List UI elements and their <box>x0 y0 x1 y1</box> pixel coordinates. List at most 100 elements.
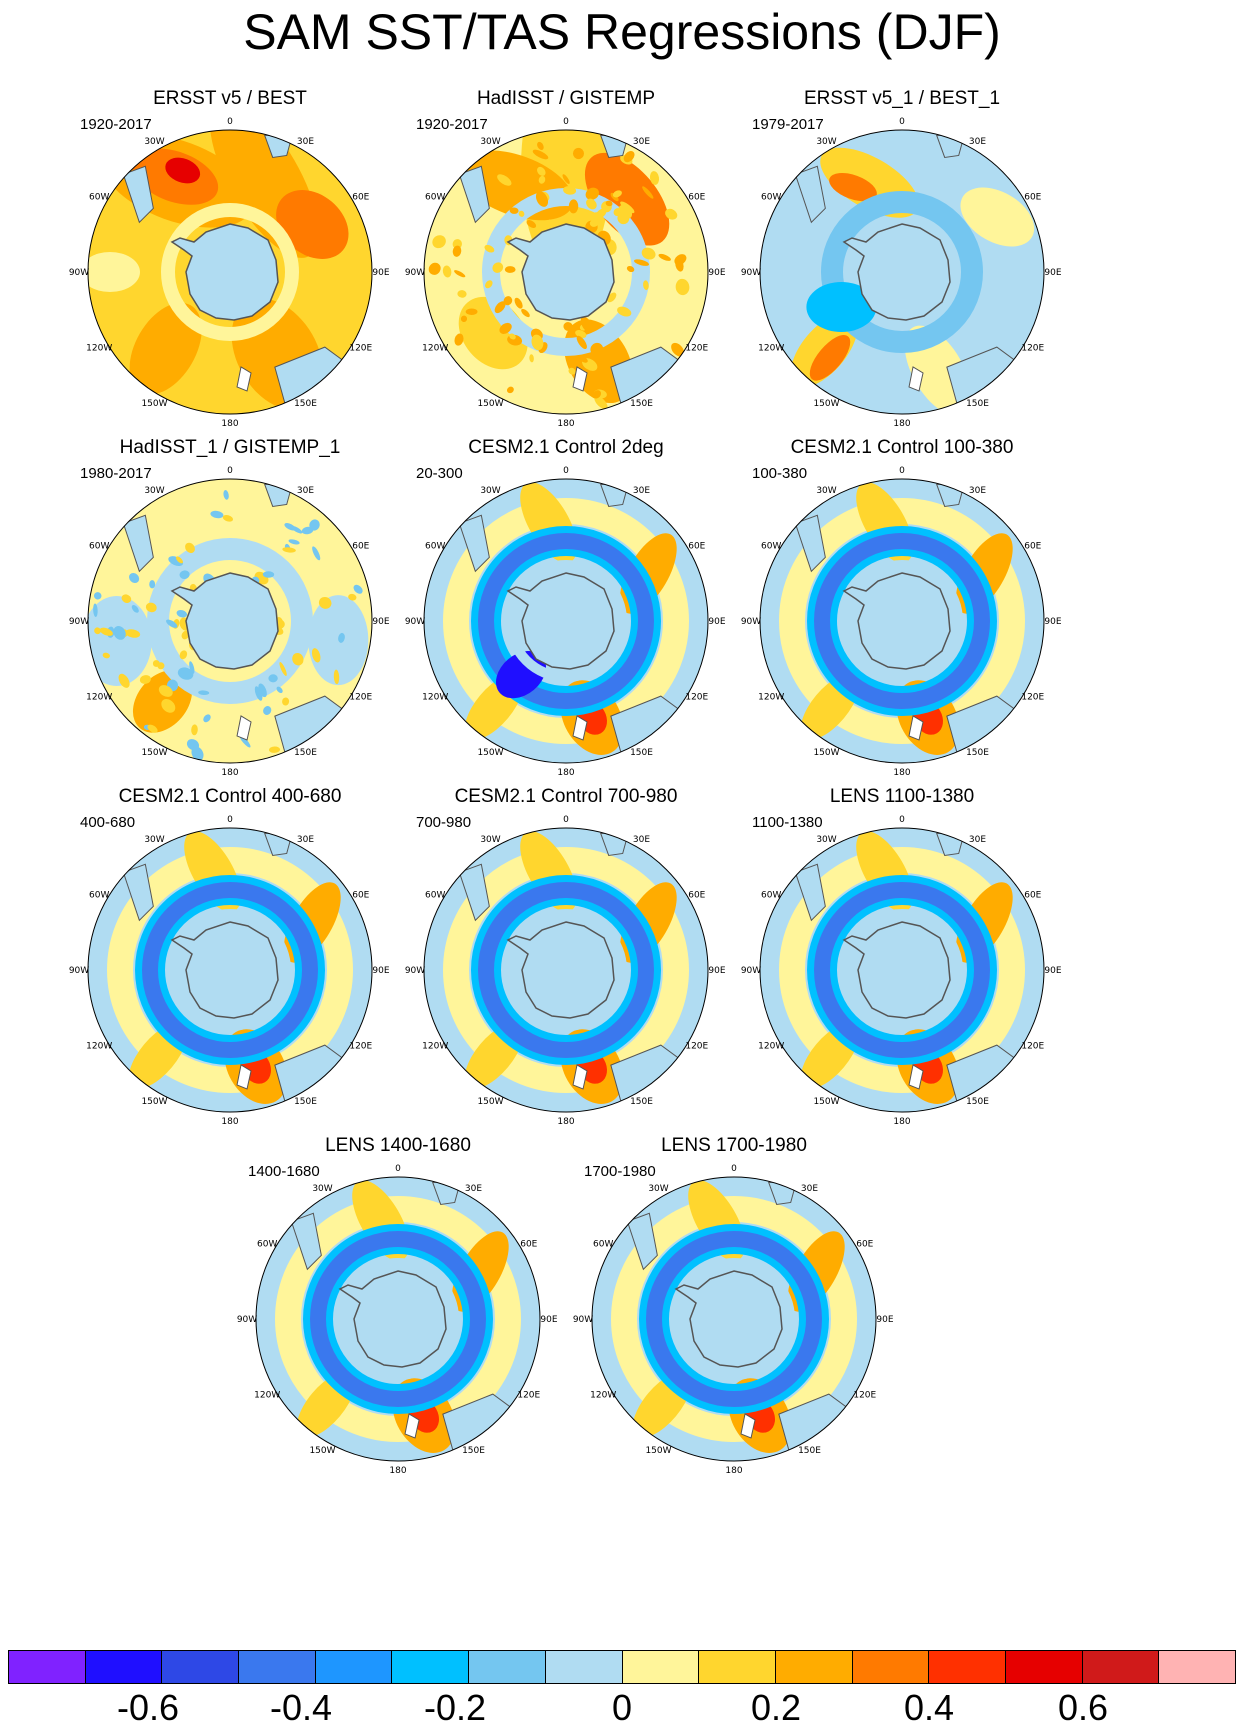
longitude-label: 120W <box>86 693 112 703</box>
speckle <box>223 490 229 500</box>
colorbar-swatch <box>929 1651 1006 1683</box>
speckle <box>626 265 635 273</box>
speckle <box>442 265 452 278</box>
speckle <box>191 746 204 761</box>
speckle <box>617 212 630 225</box>
longitude-label: 30E <box>633 835 650 845</box>
longitude-label: 90E <box>372 617 389 627</box>
speckle <box>465 308 478 315</box>
colorbar-swatch <box>775 1651 853 1683</box>
speckle <box>452 239 462 249</box>
speckle <box>311 648 321 663</box>
longitude-label: 120E <box>685 344 708 354</box>
colorbar-swatch <box>622 1651 700 1683</box>
colorbar-swatch <box>239 1651 316 1683</box>
speckle <box>612 190 622 198</box>
speckle <box>147 724 158 733</box>
antarctica-landmass <box>842 572 951 670</box>
panel-title: LENS 1100-1380 <box>829 786 975 807</box>
panel-title: ERSST v5_1 / BEST_1 <box>803 88 1001 109</box>
anomaly-ring <box>443 498 689 744</box>
speckle <box>457 290 467 298</box>
speckle <box>568 199 579 214</box>
longitude-label: 30W <box>312 1184 332 1194</box>
longitude-label: 180 <box>893 419 910 429</box>
speckle <box>125 629 141 638</box>
new-zealand-landmass <box>908 715 924 741</box>
longitude-label: 180 <box>221 1117 238 1127</box>
colorbar-tick-label: -0.4 <box>269 1687 333 1728</box>
map-panel: ERSST v5_1 / BEST_1 1979-2017 0 30E 60E 90E… <box>732 88 1072 460</box>
longitude-label: 180 <box>221 419 238 429</box>
anomaly-region <box>809 335 851 381</box>
colorbar-tick-label: -0.6 <box>116 1687 180 1728</box>
speckle <box>279 662 287 676</box>
new-zealand-landmass <box>572 366 588 392</box>
longitude-label: 30W <box>816 835 836 845</box>
longitude-label: 150E <box>966 748 989 758</box>
longitude-label: 90E <box>1044 617 1061 627</box>
south-america-landmass <box>626 1212 658 1271</box>
speckle <box>518 210 525 217</box>
longitude-label: 30W <box>480 486 500 496</box>
map-panel: LENS 1700-1980 1700-1980 0 30E 60E 90E 120E 1… <box>564 1135 904 1507</box>
figure-title: SAM SST/TAS Regressions (DJF) <box>243 4 1001 60</box>
longitude-label: 30W <box>144 137 164 147</box>
longitude-label: 60W <box>593 1240 613 1250</box>
map-panel: HadISST_1 / GISTEMP_1 1980-2017 0 30E 60E 9… <box>60 437 400 809</box>
longitude-label: 30E <box>969 137 986 147</box>
speckle <box>428 262 441 275</box>
longitude-label: 60W <box>89 891 109 901</box>
polar-map: 0 30E 60E 90E 120E 150E 180 150W 120W 90W 60W 30W <box>69 815 390 1127</box>
speckle <box>282 697 290 706</box>
new-zealand-landmass <box>404 1413 420 1439</box>
map-boundary <box>87 129 373 415</box>
panel-title: CESM2.1 Control 100-380 <box>790 437 1014 458</box>
speckle <box>484 244 495 253</box>
south-america-landmass <box>122 863 154 922</box>
speckle <box>113 626 126 640</box>
longitude-label: 90E <box>540 1315 557 1325</box>
speckle <box>185 542 195 554</box>
longitude-label: 60E <box>352 542 369 552</box>
anomaly-ring <box>814 882 990 1058</box>
speckle <box>198 690 210 695</box>
polar-map: 0 30E 60E 90E 120E 150E 180 150W 120W 90W 60W 30W <box>405 117 726 429</box>
panel-period: 1980-2017 <box>80 465 152 482</box>
anomaly-ring <box>779 847 1025 1093</box>
longitude-label: 0 <box>227 117 233 127</box>
speckle <box>282 547 296 553</box>
longitude-label: 90E <box>1044 966 1061 976</box>
antarctica-landmass <box>506 921 615 1019</box>
longitude-label: 120W <box>758 1042 784 1052</box>
panel-title: ERSST v5 / BEST <box>153 88 307 109</box>
colorbar-swatch <box>469 1651 546 1683</box>
panel-period: 100-380 <box>752 465 808 482</box>
longitude-label: 0 <box>563 466 569 476</box>
longitude-label: 90E <box>708 268 725 278</box>
speckle <box>492 262 504 273</box>
longitude-label: 150W <box>645 1446 671 1456</box>
longitude-label: 180 <box>725 1466 742 1476</box>
longitude-label: 150E <box>294 399 317 409</box>
speckle <box>179 570 190 580</box>
longitude-label: 30E <box>969 486 986 496</box>
anomaly-ring <box>673 1258 795 1380</box>
field-layer <box>424 479 708 763</box>
speckle <box>460 315 468 323</box>
antarctica-landmass <box>506 572 615 670</box>
longitude-label: 30E <box>633 486 650 496</box>
longitude-label: 150W <box>477 399 503 409</box>
speckle <box>537 166 546 176</box>
speckle <box>593 390 601 399</box>
longitude-label: 30E <box>633 137 650 147</box>
speckle <box>102 652 110 659</box>
speckle <box>348 593 357 601</box>
speckle <box>503 296 513 306</box>
speckle <box>675 258 684 272</box>
speckle <box>494 301 506 314</box>
new-zealand-landmass <box>740 1413 756 1439</box>
longitude-label: 150E <box>294 748 317 758</box>
longitude-label: 90E <box>372 268 389 278</box>
panel-period: 20-300 <box>416 465 463 482</box>
